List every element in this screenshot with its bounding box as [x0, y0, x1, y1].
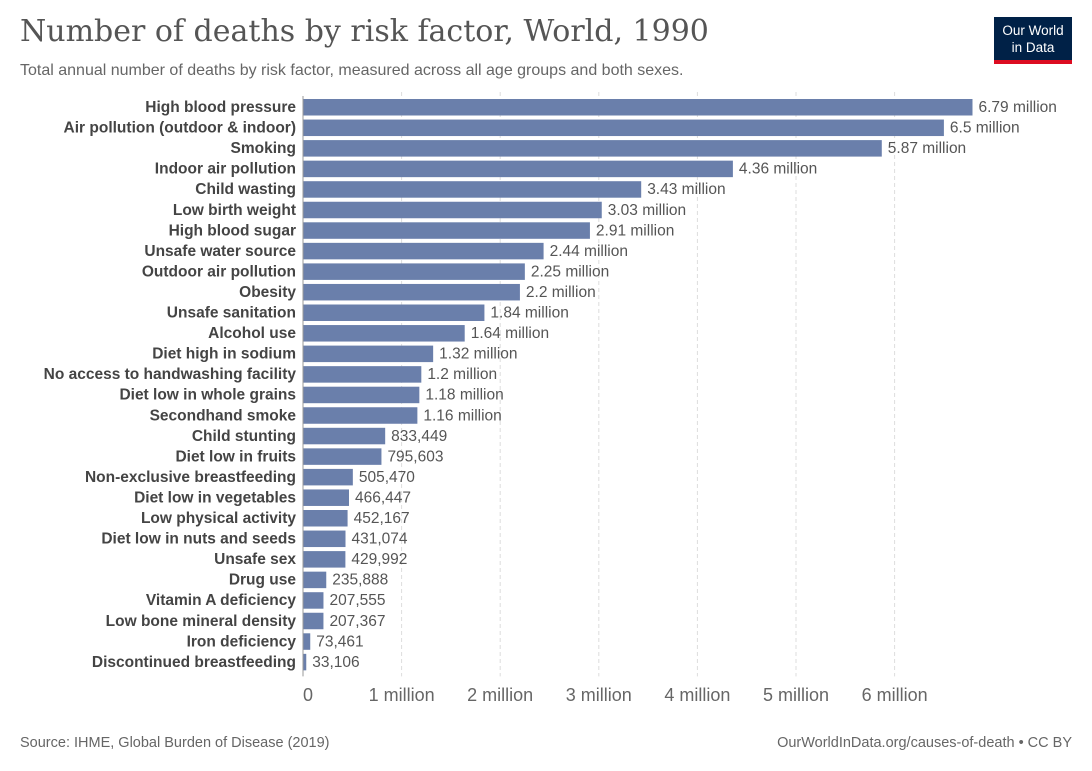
- category-label-14: Diet low in whole grains: [119, 387, 296, 404]
- bar-2: [303, 140, 882, 157]
- bar-1: [303, 119, 944, 137]
- category-label-6: High blood sugar: [169, 222, 296, 239]
- value-label-11: 1.64 million: [471, 325, 549, 342]
- value-label-8: 2.25 million: [531, 263, 609, 280]
- value-label-23: 235,888: [332, 572, 388, 589]
- x-tick-label-4: 4 million: [664, 685, 730, 705]
- category-label-0: High blood pressure: [145, 99, 296, 116]
- logo-line-1: Our World: [1002, 23, 1064, 38]
- value-label-7: 2.44 million: [550, 243, 628, 260]
- bar-15: [303, 407, 418, 424]
- category-label-7: Unsafe water source: [144, 243, 296, 260]
- bar-24: [303, 592, 324, 609]
- value-label-0: 6.79 million: [978, 99, 1056, 116]
- bar-18: [303, 468, 353, 486]
- bar-23: [303, 571, 327, 589]
- bar-11: [303, 325, 465, 342]
- value-label-6: 2.91 million: [596, 222, 674, 239]
- bar-12: [303, 345, 434, 363]
- value-label-22: 429,992: [351, 551, 407, 568]
- category-label-2: Smoking: [231, 140, 296, 157]
- bar-14: [303, 386, 420, 404]
- bar-26: [303, 633, 311, 650]
- bar-17: [303, 448, 382, 465]
- value-label-12: 1.32 million: [439, 346, 517, 363]
- bar-10: [303, 304, 485, 321]
- category-label-17: Diet low in fruits: [175, 448, 296, 465]
- value-label-13: 1.2 million: [427, 366, 497, 383]
- value-label-27: 33,106: [312, 654, 359, 671]
- category-label-16: Child stunting: [192, 428, 296, 445]
- category-label-19: Diet low in vegetables: [134, 489, 296, 506]
- category-label-3: Indoor air pollution: [155, 161, 296, 178]
- bar-4: [303, 181, 642, 198]
- category-label-26: Iron deficiency: [187, 633, 297, 650]
- category-label-5: Low birth weight: [173, 202, 296, 219]
- category-label-13: No access to handwashing facility: [44, 366, 297, 383]
- bar-21: [303, 530, 346, 548]
- value-label-24: 207,555: [329, 592, 385, 609]
- value-label-10: 1.84 million: [490, 305, 568, 322]
- value-label-21: 431,074: [352, 531, 408, 548]
- bar-9: [303, 283, 520, 301]
- x-tick-label-2: 2 million: [467, 685, 533, 705]
- value-label-3: 4.36 million: [739, 161, 817, 178]
- x-tick-label-6: 6 million: [862, 685, 928, 705]
- bar-3: [303, 160, 733, 178]
- value-label-20: 452,167: [354, 510, 410, 527]
- value-label-26: 73,461: [316, 633, 363, 650]
- category-label-23: Drug use: [229, 572, 297, 589]
- bar-27: [303, 653, 307, 671]
- value-label-1: 6.5 million: [950, 120, 1020, 137]
- category-label-1: Air pollution (outdoor & indoor): [64, 120, 296, 137]
- category-label-21: Diet low in nuts and seeds: [101, 531, 296, 548]
- bar-7: [303, 242, 544, 260]
- bar-0: [303, 99, 973, 116]
- value-label-9: 2.2 million: [526, 284, 596, 301]
- credit-link[interactable]: OurWorldInData.org/causes-of-death • CC …: [777, 735, 1072, 751]
- category-label-20: Low physical activity: [141, 510, 296, 527]
- chart-title: Number of deaths by risk factor, World, …: [20, 14, 709, 49]
- source-note: Source: IHME, Global Burden of Disease (…: [20, 735, 330, 751]
- value-label-4: 3.43 million: [647, 181, 725, 198]
- category-label-4: Child wasting: [195, 181, 296, 198]
- value-label-15: 1.16 million: [423, 407, 501, 424]
- bar-5: [303, 201, 602, 219]
- category-label-27: Discontinued breastfeeding: [92, 654, 296, 671]
- category-label-24: Vitamin A deficiency: [146, 592, 297, 609]
- category-label-8: Outdoor air pollution: [142, 263, 296, 280]
- category-label-22: Unsafe sex: [214, 551, 296, 568]
- value-label-25: 207,367: [329, 613, 385, 630]
- value-label-17: 795,603: [387, 448, 443, 465]
- x-tick-label-1: 1 million: [369, 685, 435, 705]
- category-label-9: Obesity: [239, 284, 296, 301]
- bar-22: [303, 551, 346, 568]
- value-label-19: 466,447: [355, 489, 411, 506]
- bar-16: [303, 427, 386, 445]
- value-label-14: 1.18 million: [425, 387, 503, 404]
- value-label-16: 833,449: [391, 428, 447, 445]
- bar-20: [303, 510, 348, 527]
- x-tick-label-3: 3 million: [566, 685, 632, 705]
- category-label-12: Diet high in sodium: [152, 346, 296, 363]
- value-label-2: 5.87 million: [888, 140, 966, 157]
- category-label-10: Unsafe sanitation: [167, 305, 296, 322]
- owid-logo[interactable]: Our World in Data: [994, 17, 1072, 64]
- x-tick-label-0: 0: [303, 685, 313, 705]
- bar-8: [303, 263, 525, 280]
- bar-13: [303, 366, 422, 383]
- bar-6: [303, 222, 590, 239]
- category-label-11: Alcohol use: [208, 325, 296, 342]
- bar-19: [303, 489, 349, 506]
- category-label-18: Non-exclusive breastfeeding: [85, 469, 296, 486]
- chart-subtitle: Total annual number of deaths by risk fa…: [20, 62, 684, 79]
- x-tick-label-5: 5 million: [763, 685, 829, 705]
- category-label-25: Low bone mineral density: [106, 613, 297, 630]
- bar-25: [303, 612, 324, 630]
- category-label-15: Secondhand smoke: [150, 407, 297, 424]
- value-label-18: 505,470: [359, 469, 415, 486]
- value-label-5: 3.03 million: [608, 202, 686, 219]
- logo-line-2: in Data: [1011, 40, 1055, 55]
